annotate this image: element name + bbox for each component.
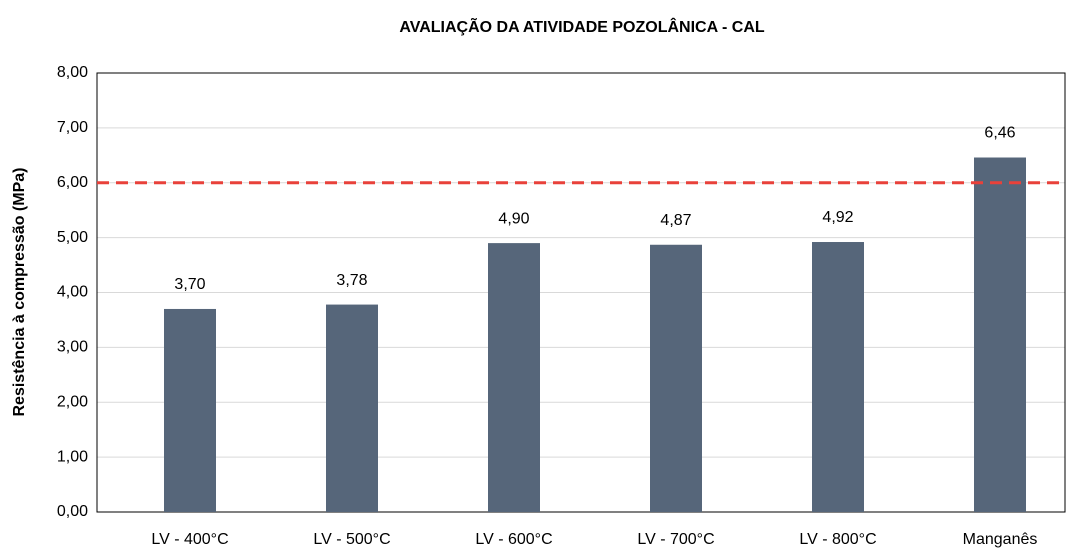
bar — [488, 243, 540, 513]
value-label: 4,90 — [498, 210, 529, 227]
x-tick-label: LV - 800°C — [799, 531, 876, 548]
x-tick-label: LV - 600°C — [475, 531, 552, 548]
y-tick-label: 5,00 — [57, 229, 88, 246]
plot-frame — [96, 72, 1066, 513]
x-tick-label: Manganês — [963, 531, 1038, 548]
y-tick-label: 3,00 — [57, 339, 88, 356]
bar — [974, 157, 1026, 512]
x-tick-label: LV - 400°C — [151, 531, 228, 548]
y-tick-label: 7,00 — [57, 119, 88, 136]
value-label: 6,46 — [984, 125, 1015, 142]
y-tick-label: 4,00 — [57, 284, 88, 301]
value-label: 3,70 — [174, 276, 205, 293]
y-tick-label: 6,00 — [57, 174, 88, 191]
chart-title: AVALIAÇÃO DA ATIVIDADE POZOLÂNICA - CAL — [399, 16, 765, 36]
y-tick-label: 0,00 — [57, 503, 88, 520]
y-axis-label: Resistência à compressão (MPa) — [11, 168, 28, 417]
bar — [650, 244, 702, 513]
value-label: 4,92 — [822, 209, 853, 226]
bar — [326, 304, 378, 512]
bar — [812, 242, 864, 512]
y-tick-label: 8,00 — [57, 64, 88, 81]
y-tick-label: 2,00 — [57, 393, 88, 410]
value-label: 4,87 — [660, 212, 691, 229]
bar — [164, 308, 216, 512]
x-tick-label: LV - 500°C — [313, 531, 390, 548]
x-tick-label: LV - 700°C — [637, 531, 714, 548]
y-tick-label: 1,00 — [57, 448, 88, 465]
value-label: 3,78 — [336, 272, 367, 289]
